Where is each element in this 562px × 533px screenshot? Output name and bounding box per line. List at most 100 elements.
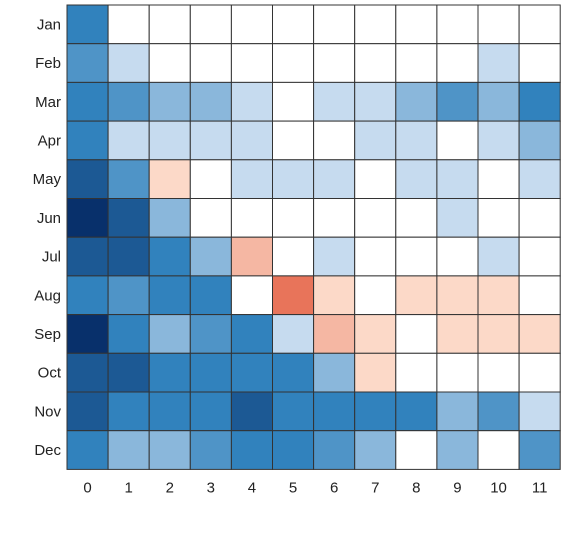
y-tick-label: Aug — [34, 287, 61, 304]
heatmap-cell-may-10 — [477, 159, 520, 200]
heatmap-cell-nov-4 — [230, 391, 273, 432]
heatmap-cell-aug-1 — [107, 275, 150, 316]
heatmap-cell-mar-8 — [395, 81, 438, 122]
heatmap-cell-jun-9 — [436, 198, 479, 238]
heatmap-cell-may-2 — [148, 159, 191, 200]
heatmap-cell-aug-9 — [436, 275, 479, 316]
x-tick-labels: 0 1 2 3 4 5 6 7 8 9 10 11 — [83, 479, 547, 496]
heatmap-cell-jan-9 — [436, 4, 479, 45]
heatmap-cell-jun-3 — [189, 198, 232, 238]
heatmap-cell-jun-6 — [313, 198, 356, 238]
heatmap-cell-sep-7 — [354, 314, 397, 354]
heatmap-cell-mar-11 — [518, 81, 561, 122]
y-tick-label: May — [33, 171, 62, 188]
heatmap-cell-aug-11 — [518, 275, 561, 316]
x-tick-label: 6 — [330, 479, 338, 496]
y-tick-label: Sep — [34, 326, 61, 343]
y-tick-label: Jul — [42, 249, 61, 266]
heatmap-cell-mar-10 — [477, 81, 520, 122]
x-tick-label: 10 — [490, 479, 507, 496]
heatmap-cell-apr-4 — [230, 120, 273, 161]
heatmap-cell-apr-3 — [189, 120, 232, 161]
heatmap-cell-dec-2 — [148, 430, 191, 470]
heatmap-cell-feb-11 — [518, 43, 561, 83]
heatmap-cell-may-11 — [518, 159, 561, 200]
heatmap-cell-oct-5 — [272, 352, 315, 393]
heatmap-cell-nov-0 — [66, 391, 109, 432]
heatmap-cell-dec-9 — [436, 430, 479, 470]
heatmap-cell-aug-8 — [395, 275, 438, 316]
heatmap-cell-jan-7 — [354, 4, 397, 45]
heatmap-cell-nov-1 — [107, 391, 150, 432]
heatmap-cell-dec-4 — [230, 430, 273, 470]
heatmap-cell-apr-7 — [354, 120, 397, 161]
heatmap-cell-aug-7 — [354, 275, 397, 316]
heatmap-cell-apr-9 — [436, 120, 479, 161]
heatmap-cell-aug-6 — [313, 275, 356, 316]
heatmap-cell-feb-2 — [148, 43, 191, 83]
y-tick-label: Oct — [38, 365, 62, 382]
heatmap-cell-jul-3 — [189, 236, 232, 277]
heatmap-cell-oct-10 — [477, 352, 520, 393]
heatmap-cell-mar-3 — [189, 81, 232, 122]
heatmap-cell-mar-9 — [436, 81, 479, 122]
heatmap-cell-jan-10 — [477, 4, 520, 45]
heatmap-cell-apr-5 — [272, 120, 315, 161]
heatmap-cell-dec-5 — [272, 430, 315, 470]
heatmap-cell-jun-1 — [107, 198, 150, 238]
y-tick-label: Nov — [34, 403, 61, 420]
heatmap-cell-jun-4 — [230, 198, 273, 238]
heatmap-cell-dec-0 — [66, 430, 109, 470]
heatmap-cell-oct-9 — [436, 352, 479, 393]
heatmap-cell-oct-7 — [354, 352, 397, 393]
heatmap-cell-jul-9 — [436, 236, 479, 277]
x-tick-label: 0 — [83, 479, 91, 496]
heatmap-cell-apr-1 — [107, 120, 150, 161]
heatmap-cell-sep-1 — [107, 314, 150, 354]
x-tick-label: 7 — [371, 479, 379, 496]
heatmap-cell-mar-4 — [230, 81, 273, 122]
heatmap-cell-mar-6 — [313, 81, 356, 122]
heatmap-cell-oct-6 — [313, 352, 356, 393]
heatmap-cell-mar-0 — [66, 81, 109, 122]
heatmap-cell-jan-8 — [395, 4, 438, 45]
heatmap-cell-may-9 — [436, 159, 479, 200]
heatmap-cell-dec-1 — [107, 430, 150, 470]
heatmap-cell-jan-4 — [230, 4, 273, 45]
heatmap-cell-jan-0 — [66, 4, 109, 45]
heatmap-cell-aug-3 — [189, 275, 232, 316]
heatmap-cell-jul-11 — [518, 236, 561, 277]
y-tick-label: Apr — [38, 132, 61, 149]
heatmap-cell-nov-5 — [272, 391, 315, 432]
heatmap-cell-dec-11 — [518, 430, 561, 470]
heatmap-cell-dec-3 — [189, 430, 232, 470]
heatmap-cell-dec-10 — [477, 430, 520, 470]
heatmap-cell-jun-2 — [148, 198, 191, 238]
heatmap-cell-jun-10 — [477, 198, 520, 238]
x-tick-label: 3 — [207, 479, 215, 496]
x-tick-label: 2 — [166, 479, 174, 496]
heatmap-cell-nov-8 — [395, 391, 438, 432]
heatmap-cell-feb-3 — [189, 43, 232, 83]
heatmap-cell-sep-5 — [272, 314, 315, 354]
y-tick-label: Dec — [34, 442, 61, 459]
heatmap-cell-jul-2 — [148, 236, 191, 277]
heatmap-cell-dec-6 — [313, 430, 356, 470]
heatmap-cell-apr-11 — [518, 120, 561, 161]
heatmap-cell-dec-8 — [395, 430, 438, 470]
heatmap-cell-jan-5 — [272, 4, 315, 45]
heatmap-cell-aug-4 — [230, 275, 273, 316]
x-tick-label: 1 — [124, 479, 132, 496]
heatmap-cell-jul-10 — [477, 236, 520, 277]
heatmap-cell-may-4 — [230, 159, 273, 200]
heatmap-cell-feb-10 — [477, 43, 520, 83]
heatmap-cell-jul-6 — [313, 236, 356, 277]
heatmap-cell-may-1 — [107, 159, 150, 200]
heatmap-cell-may-0 — [66, 159, 109, 200]
heatmap-cell-apr-0 — [66, 120, 109, 161]
heatmap-cell-jun-5 — [272, 198, 315, 238]
heatmap-cell-sep-8 — [395, 314, 438, 354]
heatmap-cell-jan-1 — [107, 4, 150, 45]
heatmap-cell-feb-0 — [66, 43, 109, 83]
